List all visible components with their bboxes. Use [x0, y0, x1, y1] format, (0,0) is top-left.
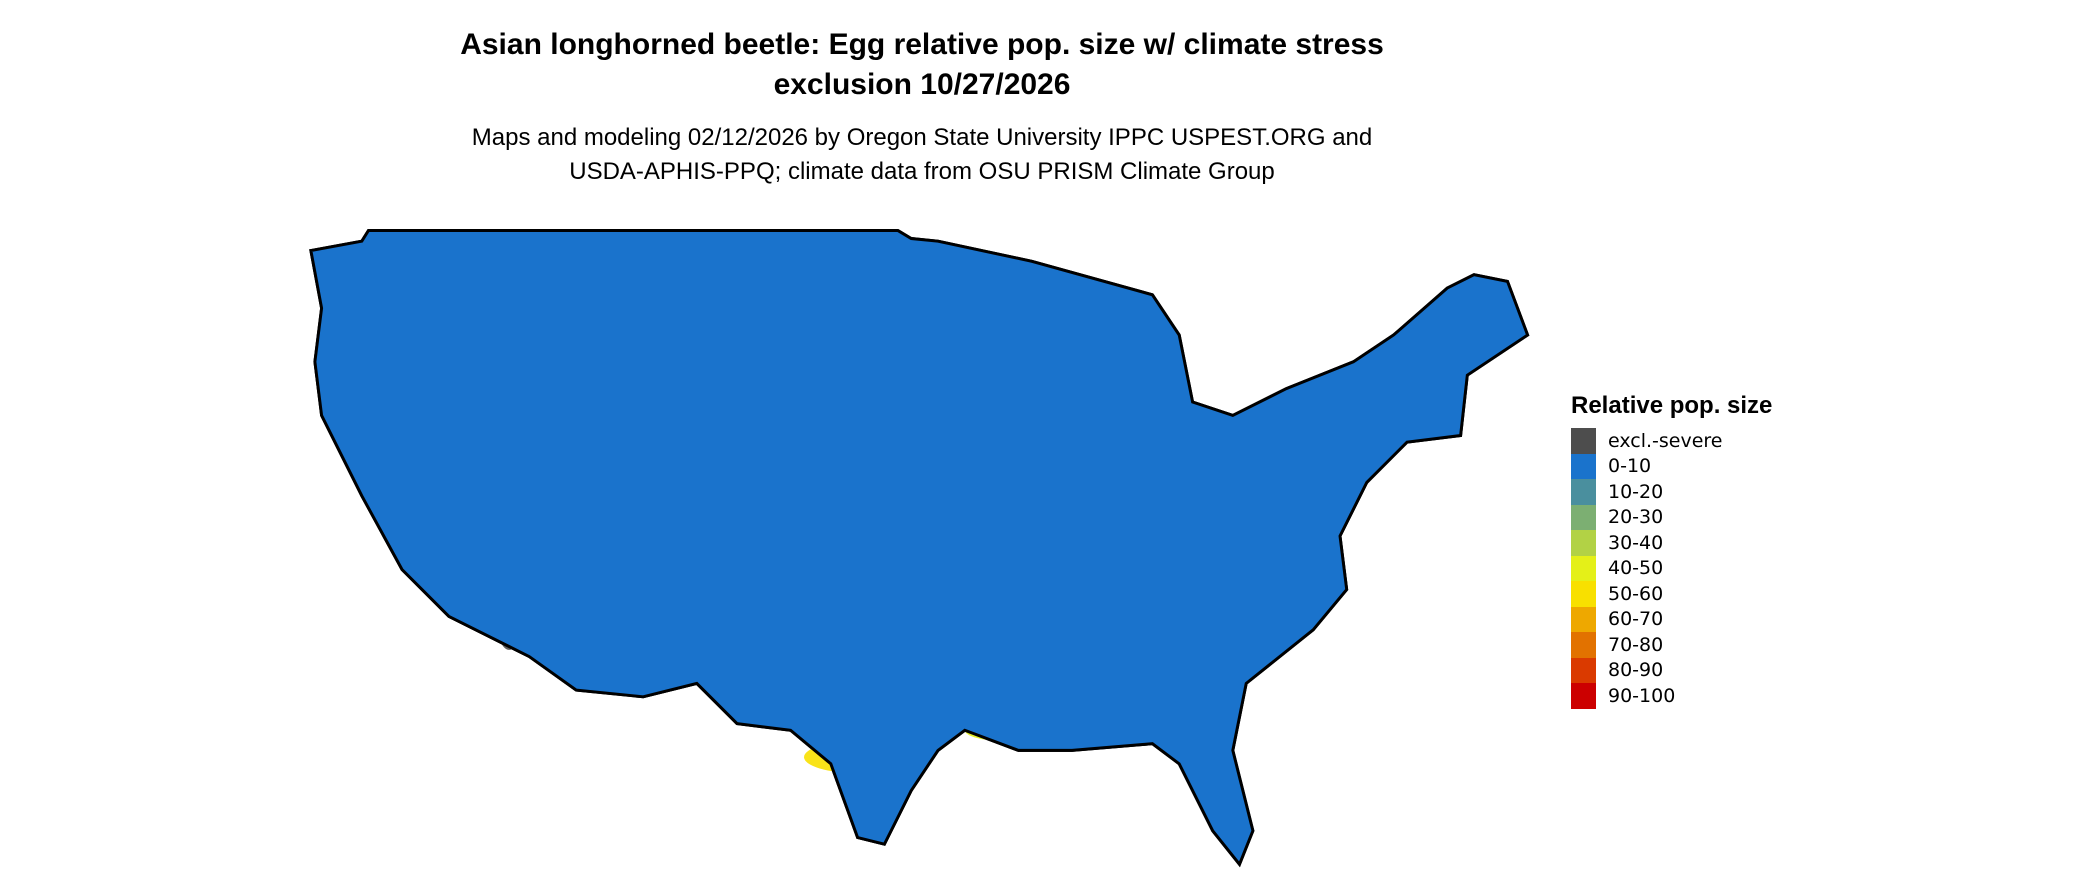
legend-swatch — [1571, 581, 1596, 607]
legend-swatch — [1571, 606, 1596, 632]
legend-item: 90-100 — [1571, 683, 1772, 709]
legend-item: 10-20 — [1571, 479, 1772, 505]
legend-swatch — [1571, 632, 1596, 658]
legend-label: 80-90 — [1608, 659, 1664, 682]
legend-item: 30-40 — [1571, 530, 1772, 556]
subtitle-line-1: Maps and modeling 02/12/2026 by Oregon S… — [471, 124, 1373, 151]
legend-label: 20-30 — [1608, 506, 1664, 529]
legend-swatch — [1571, 683, 1596, 709]
legend-label: 60-70 — [1608, 608, 1664, 631]
legend-label: 90-100 — [1608, 684, 1676, 707]
title-line-2: exclusion 10/27/2026 — [773, 68, 1071, 101]
legend-swatch — [1571, 530, 1596, 556]
legend-item: 20-30 — [1571, 504, 1772, 530]
legend-item: excl.-severe — [1571, 428, 1772, 454]
subtitle-line-2: USDA-APHIS-PPQ; climate data from OSU PR… — [569, 158, 1275, 185]
legend-label: 30-40 — [1608, 531, 1664, 554]
legend-swatch — [1571, 453, 1596, 479]
legend-swatch — [1571, 555, 1596, 581]
legend: Relative pop. size excl.-severe 0-10 10-20… — [1571, 392, 1772, 709]
legend-label: 10-20 — [1608, 480, 1664, 503]
legend-swatch — [1571, 657, 1596, 683]
legend-label: 40-50 — [1608, 557, 1664, 580]
legend-item: 70-80 — [1571, 632, 1772, 658]
legend-item: 80-90 — [1571, 657, 1772, 683]
legend-item: 50-60 — [1571, 581, 1772, 607]
legend-swatch — [1571, 479, 1596, 505]
legend-label: excl.-severe — [1608, 429, 1723, 452]
legend-title: Relative pop. size — [1571, 392, 1773, 419]
legend-label: 70-80 — [1608, 633, 1664, 656]
legend-swatch — [1571, 428, 1596, 454]
legend-swatch — [1571, 504, 1596, 530]
legend-label: 0-10 — [1608, 455, 1652, 478]
legend-item: 40-50 — [1571, 555, 1772, 581]
legend-label: 50-60 — [1608, 582, 1664, 605]
legend-item: 0-10 — [1571, 453, 1772, 479]
title-line-1: Asian longhorned beetle: Egg relative po… — [460, 28, 1384, 61]
legend-item: 60-70 — [1571, 606, 1772, 632]
